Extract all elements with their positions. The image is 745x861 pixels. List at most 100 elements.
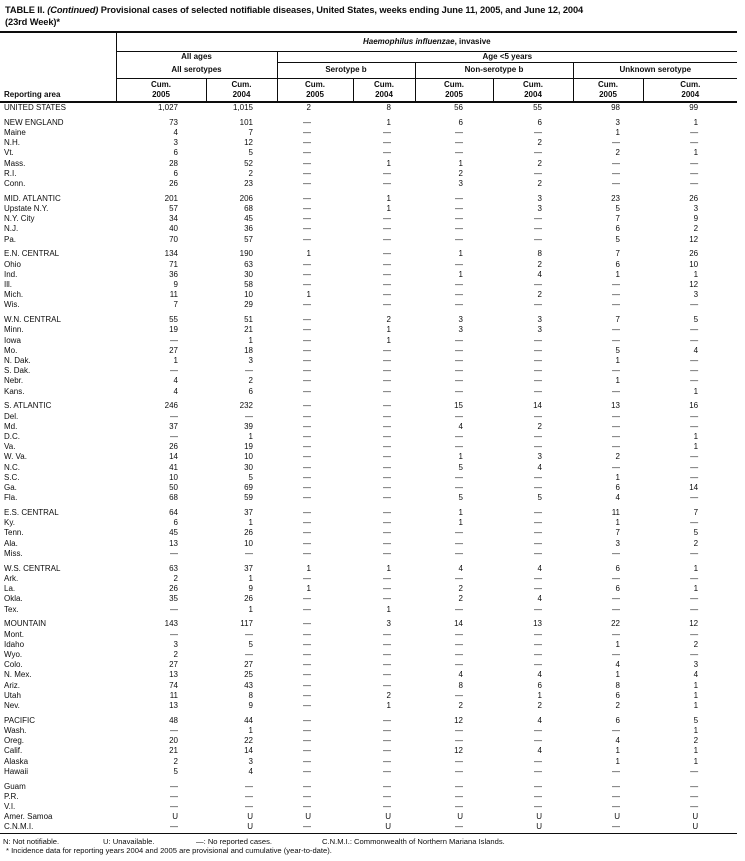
cell-value: — — [455, 573, 463, 583]
cell-value: 1 — [693, 700, 699, 710]
cell-value: 13 — [533, 619, 542, 629]
cell-value: 3 — [458, 179, 463, 189]
cell-value: — — [690, 518, 699, 528]
cell-value: — — [303, 356, 311, 366]
cell-value: — — [690, 781, 699, 791]
cell-value: 28 — [169, 158, 178, 168]
cell-value: — — [690, 594, 699, 604]
row-label: W. Va. — [4, 452, 27, 462]
cell-value: — — [690, 421, 699, 431]
cell-value: — — [612, 604, 620, 614]
cell-value: — — [612, 791, 620, 801]
cell-value: — — [383, 432, 391, 442]
table-row: N.C. 41 30 — — 5 4 — — — [0, 463, 737, 473]
cell-value: — — [534, 300, 542, 310]
cell-value: — — [383, 801, 391, 811]
table-row: Iowa — 1 — 1 — — — — — [0, 336, 737, 346]
table-row: Alaska 2 3 — — — — 1 1 — [0, 757, 737, 767]
table-row: Del. — — — — — — — — — [0, 412, 737, 422]
cell-value: 18 — [244, 345, 253, 355]
cell-value: — — [534, 214, 542, 224]
cell-value: — — [455, 280, 463, 290]
cell-value: — — [690, 411, 699, 421]
cell-value: — — [303, 822, 311, 832]
notifiable-diseases-table: Reporting area Haemophilus influenzae, i… — [0, 31, 738, 834]
cell-value: — — [612, 781, 620, 791]
cell-value: — — [534, 168, 542, 178]
table-row: R.I. 6 2 — — 2 — — — — [0, 169, 737, 179]
cell-value: 4 — [458, 670, 463, 680]
cell-value: 6 — [173, 168, 178, 178]
footnote-incidence: * Incidence data for reporting years 200… — [6, 846, 332, 856]
cell-value: — — [303, 452, 311, 462]
cell-value: — — [303, 234, 311, 244]
cell-value: 1 — [615, 128, 620, 137]
row-label: Minn. — [4, 325, 24, 335]
cell-value: — — [383, 376, 391, 386]
cell-value: — — [534, 518, 542, 528]
cell-value: 1 — [693, 756, 699, 766]
cell-value: 11 — [169, 290, 178, 300]
cell-value: 39 — [244, 421, 253, 431]
cell-value: — — [690, 801, 699, 811]
row-label: W.N. CENTRAL — [4, 315, 61, 325]
table-row: Pa. 70 57 — — — — 5 12 — [0, 235, 737, 245]
table-row: Calif. 21 14 — — 12 4 1 1 — [0, 746, 737, 756]
cell-value: 1 — [386, 335, 391, 345]
row-label: Conn. — [4, 179, 26, 189]
cell-value: 27 — [169, 345, 178, 355]
cell-value: — — [170, 604, 178, 614]
cell-value: 3 — [537, 452, 542, 462]
cell-value: 6 — [615, 563, 620, 573]
cell-value: 1 — [615, 756, 620, 766]
cell-value: — — [534, 584, 542, 594]
cell-value: 1 — [386, 604, 391, 614]
row-label: Md. — [4, 421, 18, 431]
cell-value: 8 — [458, 680, 463, 690]
table-row: La. 26 9 1 — 2 — 6 1 — [0, 584, 737, 594]
table-row: E.S. CENTRAL 64 37 — — 1 — 11 7 — [0, 508, 737, 518]
cell-value: — — [455, 214, 463, 224]
cell-value: 1 — [693, 725, 699, 735]
row-label: Tenn. — [4, 528, 24, 538]
table-row: W. Va. 14 10 — — 1 3 2 — — [0, 452, 737, 462]
row-label: Ala. — [4, 538, 18, 548]
cell-value: — — [690, 493, 699, 503]
table-row: NEW ENGLAND 73 101 — 1 6 6 3 1 — [0, 118, 737, 128]
table-row: Mont. — — — — — — — — — [0, 630, 737, 640]
cell-value: — — [455, 822, 463, 832]
cell-value: 1 — [386, 193, 391, 203]
cell-value: 4 — [537, 670, 542, 680]
cell-value: — — [612, 766, 620, 776]
row-label: N.J. — [4, 224, 19, 234]
cell-value: — — [455, 204, 463, 214]
cell-value: 2 — [537, 179, 542, 189]
cell-value: 1 — [458, 452, 463, 462]
cell-value: 26 — [169, 179, 178, 189]
cell-value: 3 — [386, 619, 391, 629]
cell-value: — — [170, 335, 178, 345]
cell-value: 37 — [244, 563, 253, 573]
cell-value: 41 — [169, 462, 178, 472]
cell-value: — — [455, 290, 463, 300]
cell-value: 26 — [169, 442, 178, 452]
cell-value: — — [612, 386, 620, 396]
cell-value: — — [383, 715, 391, 725]
row-label: V.I. — [4, 801, 16, 811]
cell-value: 1 — [693, 680, 699, 690]
table-row: Ind. 36 30 — — 1 4 1 1 — [0, 270, 737, 280]
cell-value: — — [303, 619, 311, 629]
cell-value: 16 — [689, 401, 699, 411]
cell-value: — — [383, 629, 391, 639]
title-continued: (Continued) — [47, 5, 99, 15]
cell-value: 6 — [615, 483, 620, 493]
table-row: Okla. 35 26 — — 2 4 — — — [0, 594, 737, 604]
cell-value: — — [534, 756, 542, 766]
cell-value: — — [534, 356, 542, 366]
table-row: S.C. 10 5 — — — — 1 — — [0, 473, 737, 483]
cell-value: — — [303, 148, 311, 158]
row-label: Ill. — [4, 280, 12, 290]
cell-value: 5 — [458, 493, 463, 503]
table-row: Nebr. 4 2 — — — — 1 — — [0, 376, 737, 386]
row-label: Vt. — [4, 148, 14, 158]
